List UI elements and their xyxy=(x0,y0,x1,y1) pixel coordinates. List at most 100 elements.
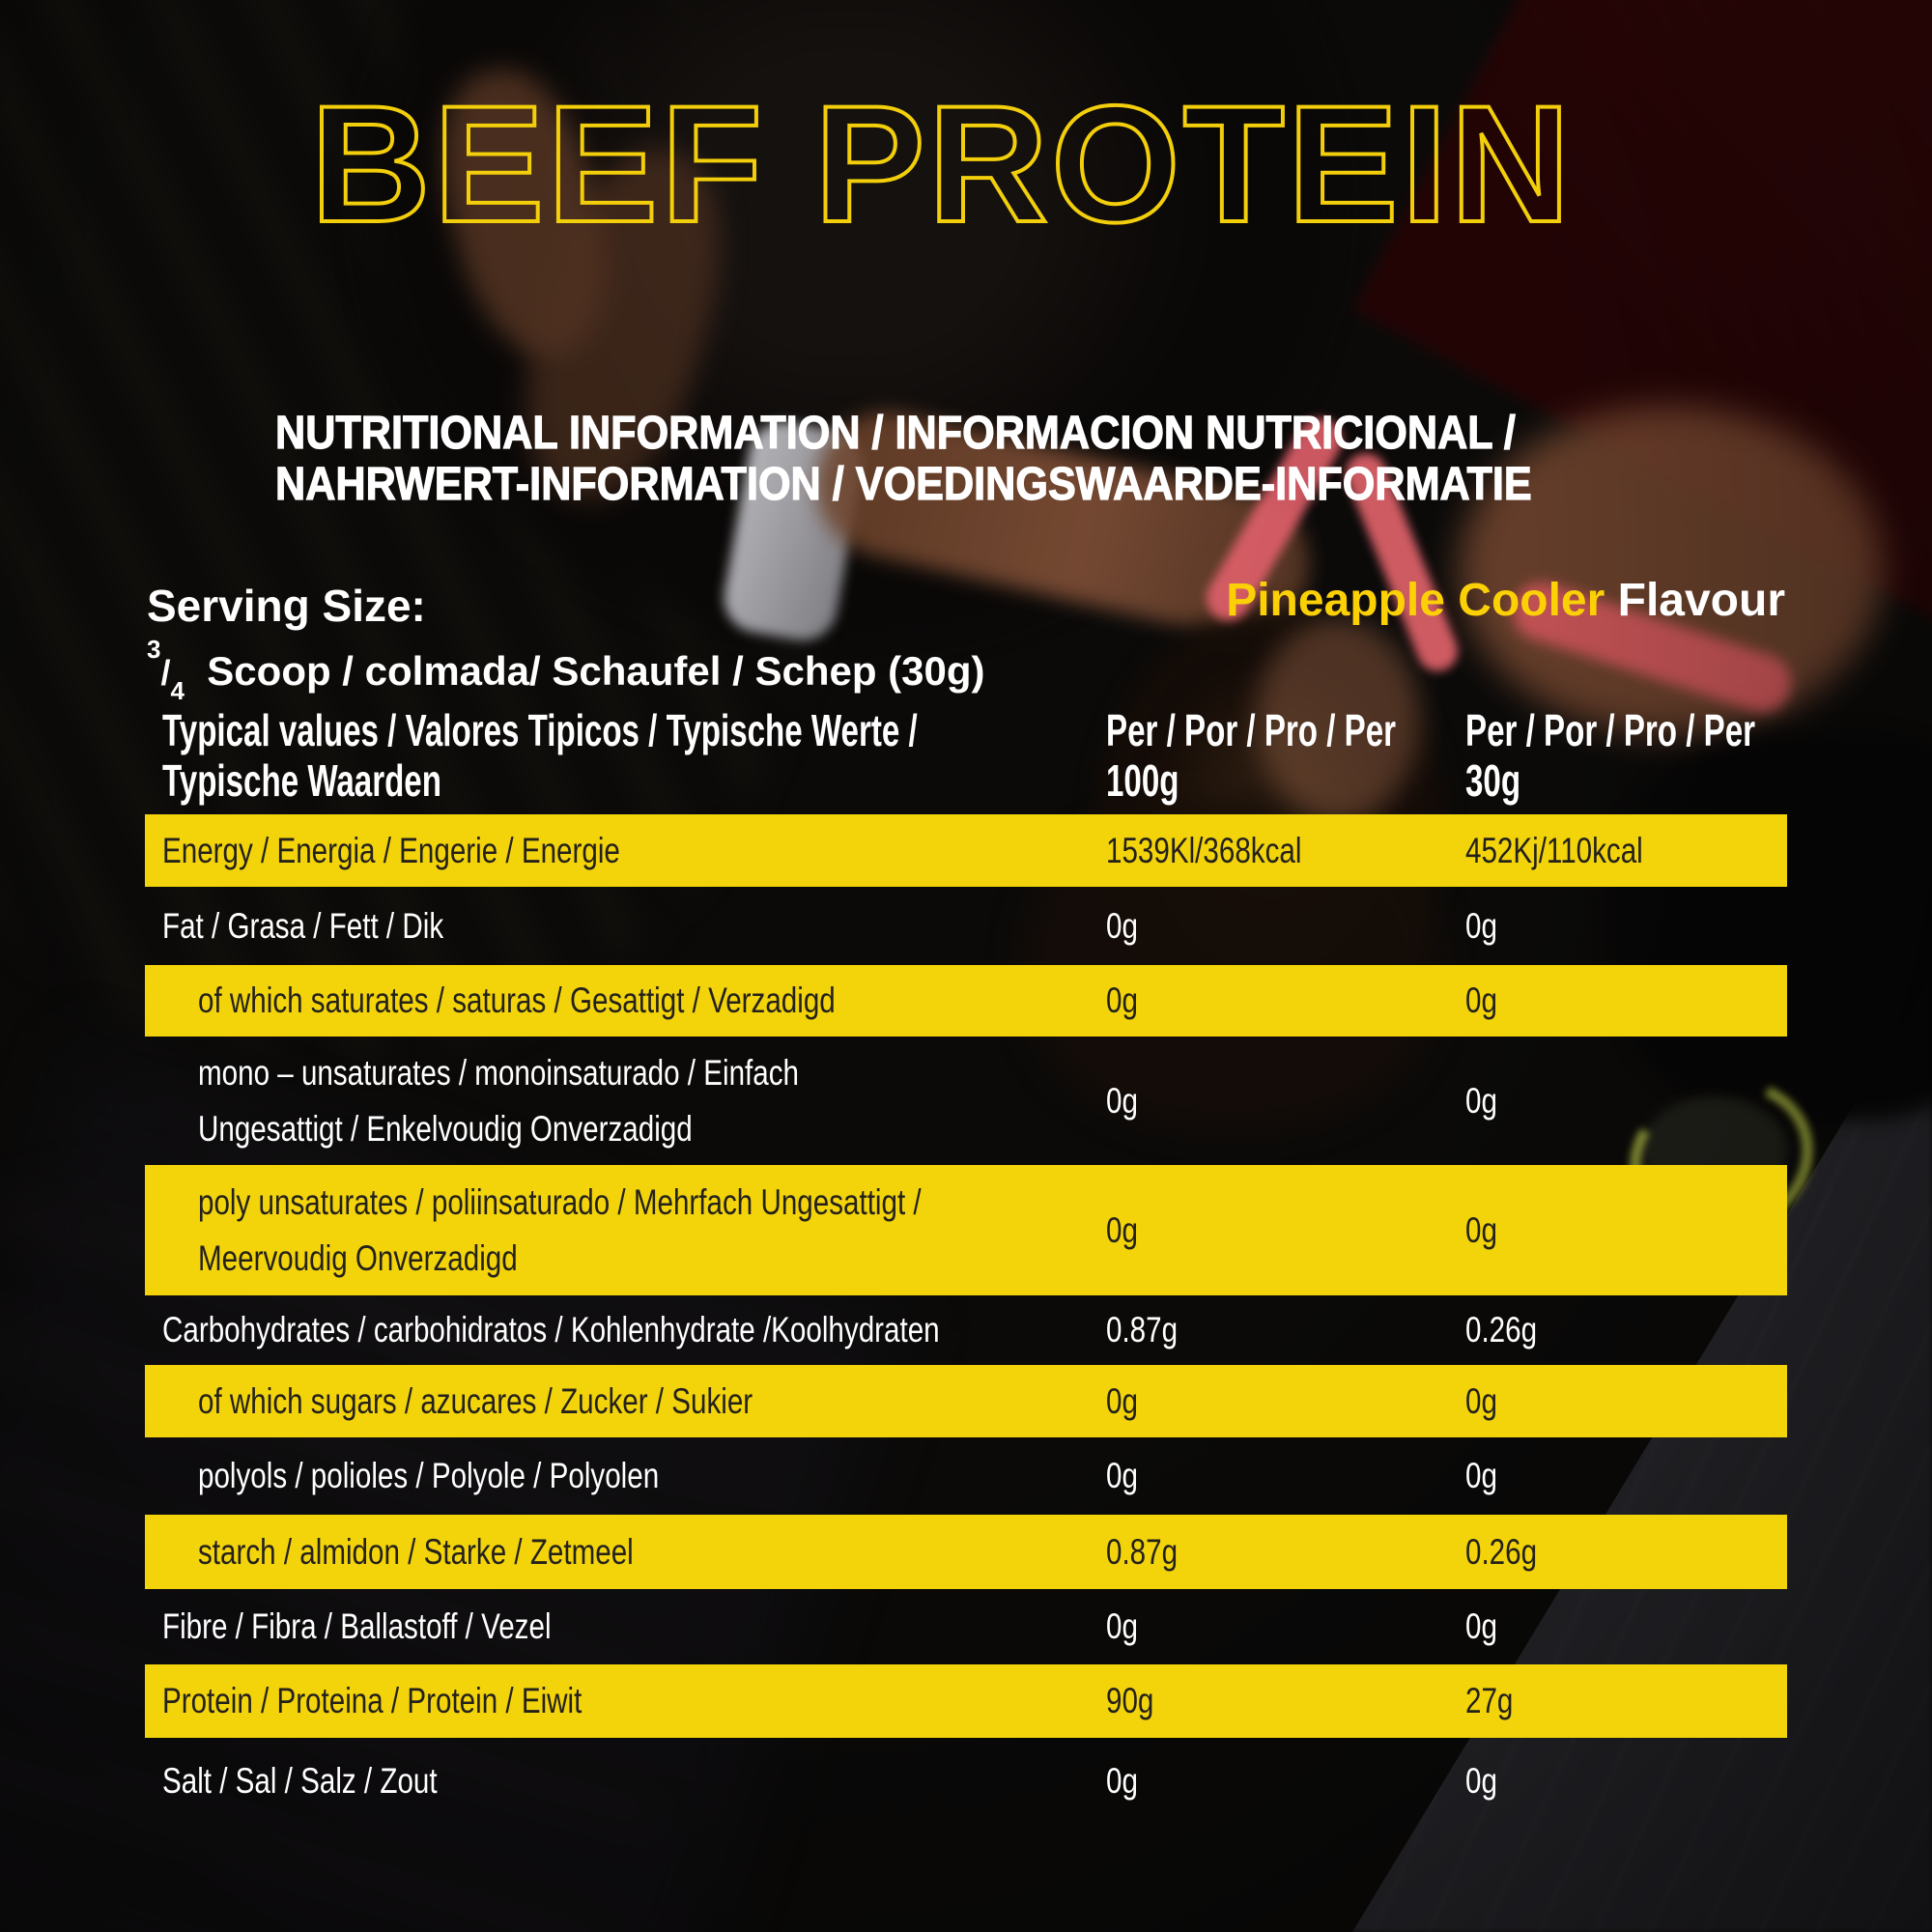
table-row: Carbohydrates / carbohidratos / Kohlenhy… xyxy=(145,1295,1787,1365)
value-per-100g: 0g xyxy=(1106,1606,1138,1646)
value-per-30g-cell: 0g xyxy=(1465,1599,1787,1655)
value-per-30g: 0g xyxy=(1465,980,1497,1020)
row-label-cell: polyols / polioles / Polyole / Polyolen xyxy=(145,1448,1106,1504)
row-label: Fat / Grasa / Fett / Dik xyxy=(162,905,444,946)
value-per-30g-cell: 0g xyxy=(1465,1374,1787,1430)
row-label: starch / almidon / Starke / Zetmeel xyxy=(198,1531,634,1572)
flavour-line: Pineapple Cooler Flavour xyxy=(1226,574,1785,627)
value-per-30g-cell: 0.26g xyxy=(1465,1524,1787,1580)
value-per-30g: 0.26g xyxy=(1465,1531,1538,1572)
product-title: BEEF PROTEIN xyxy=(308,71,1574,257)
value-per-100g: 1539Kl/368kcal xyxy=(1106,830,1302,870)
nutrition-table: Typical values / Valores Tipicos / Typis… xyxy=(145,705,1787,1825)
value-per-30g: 0g xyxy=(1465,1606,1497,1646)
row-label-cell: of which saturates / saturas / Gesattigt… xyxy=(145,973,1106,1029)
nutrition-info-heading: NUTRITIONAL INFORMATION / INFORMACION NU… xyxy=(274,407,1532,510)
value-per-100g: 0g xyxy=(1106,980,1138,1020)
table-row: Fibre / Fibra / Ballastoff / Vezel 0g 0g xyxy=(145,1589,1787,1664)
value-per-100g-cell: 0g xyxy=(1106,973,1465,1029)
fraction-numerator: 3 xyxy=(147,635,161,664)
flavour-suffix: Flavour xyxy=(1605,575,1785,626)
value-per-30g: 0.26g xyxy=(1465,1310,1538,1350)
value-per-30g: 452Kj/110kcal xyxy=(1465,830,1643,870)
value-per-30g-cell: 0g xyxy=(1465,1073,1787,1129)
value-per-100g-cell: 0g xyxy=(1106,1203,1465,1259)
value-per-30g-cell: 0g xyxy=(1465,1448,1787,1504)
value-per-100g-cell: 0g xyxy=(1106,1753,1465,1809)
serving-size-block: Serving Size: 3/4 Scoop / colmada/ Schau… xyxy=(147,580,985,705)
value-per-100g: 0.87g xyxy=(1106,1531,1179,1572)
value-per-30g-cell: 27g xyxy=(1465,1673,1787,1729)
row-label: polyols / polioles / Polyole / Polyolen xyxy=(198,1456,660,1495)
value-per-100g: 0g xyxy=(1106,1209,1138,1250)
value-per-100g-cell: 0.87g xyxy=(1106,1524,1465,1580)
header-per-30g: Per / Por / Pro / Per 30g xyxy=(1465,705,1756,806)
value-per-100g: 0g xyxy=(1106,905,1138,946)
row-label: of which sugars / azucares / Zucker / Su… xyxy=(198,1380,753,1421)
row-label-cell: Fibre / Fibra / Ballastoff / Vezel xyxy=(145,1599,1106,1655)
row-label: Salt / Sal / Salz / Zout xyxy=(162,1761,438,1801)
value-per-100g-cell: 0.87g xyxy=(1106,1302,1465,1358)
serving-fraction: 3/4 xyxy=(147,635,185,705)
value-per-100g-cell: 0g xyxy=(1106,1448,1465,1504)
row-label-cell: Salt / Sal / Salz / Zout xyxy=(145,1753,1106,1809)
value-per-100g: 0.87g xyxy=(1106,1310,1179,1350)
serving-size-text: Scoop / colmada/ Schaufel / Schep (30g) xyxy=(207,648,985,694)
serving-size-label: Serving Size: xyxy=(147,581,426,631)
table-body: Energy / Energia / Engerie / Energie 153… xyxy=(145,814,1787,1825)
value-per-100g-cell: 0g xyxy=(1106,1599,1465,1655)
value-per-100g: 0g xyxy=(1106,1080,1138,1121)
table-row: Salt / Sal / Salz / Zout 0g 0g xyxy=(145,1738,1787,1825)
row-label-cell: of which sugars / azucares / Zucker / Su… xyxy=(145,1374,1106,1430)
value-per-30g-cell: 452Kj/110kcal xyxy=(1465,823,1787,879)
value-per-100g-cell: 90g xyxy=(1106,1673,1465,1729)
value-per-100g-cell: 0g xyxy=(1106,898,1465,954)
value-per-30g: 0g xyxy=(1465,1761,1497,1801)
header-per-100g: Per / Por / Pro / Per 100g xyxy=(1106,705,1397,806)
value-per-30g: 0g xyxy=(1465,1456,1497,1495)
value-per-100g: 0g xyxy=(1106,1380,1138,1421)
row-label-cell: Energy / Energia / Engerie / Energie xyxy=(145,823,1106,879)
header-typical-values: Typical values / Valores Tipicos / Typis… xyxy=(162,705,918,806)
row-label-cell: Protein / Proteina / Protein / Eiwit xyxy=(145,1673,1106,1729)
value-per-100g: 90g xyxy=(1106,1681,1154,1720)
row-label-cell: poly unsaturates / poliinsaturado / Mehr… xyxy=(145,1175,1106,1287)
table-row: polyols / polioles / Polyole / Polyolen … xyxy=(145,1437,1787,1515)
row-label: Carbohydrates / carbohidratos / Kohlenhy… xyxy=(162,1310,940,1350)
row-label: mono – unsaturates / monoinsaturado / Ei… xyxy=(198,1052,799,1149)
table-row: starch / almidon / Starke / Zetmeel 0.87… xyxy=(145,1515,1787,1589)
serving-size-value: 3/4 Scoop / colmada/ Schaufel / Schep (3… xyxy=(147,635,985,705)
table-row: Protein / Proteina / Protein / Eiwit 90g… xyxy=(145,1664,1787,1738)
table-row: mono – unsaturates / monoinsaturado / Ei… xyxy=(145,1037,1787,1165)
row-label: Protein / Proteina / Protein / Eiwit xyxy=(162,1681,582,1720)
table-row: poly unsaturates / poliinsaturado / Mehr… xyxy=(145,1165,1787,1295)
value-per-30g-cell: 0g xyxy=(1465,1203,1787,1259)
table-row: of which sugars / azucares / Zucker / Su… xyxy=(145,1365,1787,1437)
value-per-100g: 0g xyxy=(1106,1761,1138,1801)
row-label-cell: Carbohydrates / carbohidratos / Kohlenhy… xyxy=(145,1302,1106,1358)
value-per-30g: 0g xyxy=(1465,1080,1497,1121)
value-per-30g: 0g xyxy=(1465,1209,1497,1250)
value-per-100g: 0g xyxy=(1106,1456,1138,1495)
row-label: Energy / Energia / Engerie / Energie xyxy=(162,830,620,870)
value-per-30g-cell: 0g xyxy=(1465,898,1787,954)
row-label: Fibre / Fibra / Ballastoff / Vezel xyxy=(162,1606,552,1646)
value-per-100g-cell: 1539Kl/368kcal xyxy=(1106,823,1465,879)
value-per-30g-cell: 0.26g xyxy=(1465,1302,1787,1358)
table-row: Fat / Grasa / Fett / Dik 0g 0g xyxy=(145,887,1787,965)
row-label-cell: Fat / Grasa / Fett / Dik xyxy=(145,898,1106,954)
value-per-100g-cell: 0g xyxy=(1106,1374,1465,1430)
row-label: of which saturates / saturas / Gesattigt… xyxy=(198,980,836,1020)
value-per-30g-cell: 0g xyxy=(1465,973,1787,1029)
fraction-denominator: 4 xyxy=(170,676,185,706)
value-per-30g: 0g xyxy=(1465,1380,1497,1421)
value-per-30g: 0g xyxy=(1465,905,1497,946)
row-label-cell: mono – unsaturates / monoinsaturado / Ei… xyxy=(145,1045,1106,1157)
value-per-30g-cell: 0g xyxy=(1465,1753,1787,1809)
table-row: of which saturates / saturas / Gesattigt… xyxy=(145,965,1787,1037)
value-per-30g: 27g xyxy=(1465,1681,1514,1720)
row-label-cell: starch / almidon / Starke / Zetmeel xyxy=(145,1524,1106,1580)
table-header: Typical values / Valores Tipicos / Typis… xyxy=(145,705,1787,814)
row-label: poly unsaturates / poliinsaturado / Mehr… xyxy=(198,1181,922,1278)
